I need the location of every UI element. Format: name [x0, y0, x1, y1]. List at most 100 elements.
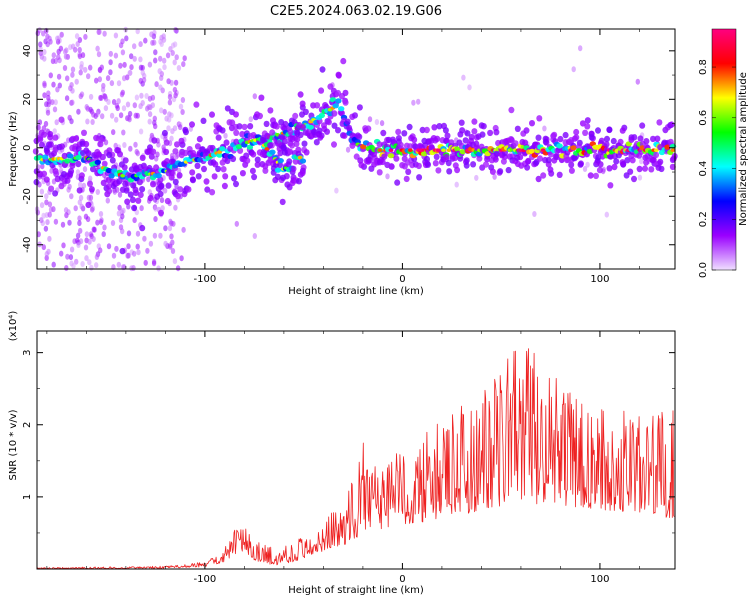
spectrogram-cell	[611, 163, 618, 171]
spectrogram-noise-cell	[118, 62, 123, 69]
spectrogram-cell	[376, 141, 383, 148]
spectrogram-noise-cell	[129, 265, 134, 272]
spectrogram-cell	[443, 153, 450, 161]
spectrogram-cell	[319, 66, 326, 73]
spectrogram-cell	[493, 129, 500, 136]
spectrogram-cell	[106, 151, 113, 159]
spectrogram-cell	[593, 172, 599, 180]
spectrogram-cell	[545, 156, 552, 164]
spectrogram-cell	[537, 155, 543, 162]
spectrogram-cell	[177, 186, 184, 193]
spectrogram-cell	[137, 191, 144, 199]
spectrogram-cell	[174, 141, 180, 148]
spectrogram-cell	[287, 148, 294, 155]
spectrogram-cell	[568, 167, 575, 174]
spectrogram-noise-cell	[91, 236, 96, 242]
spectrogram-noise-cell	[173, 27, 178, 33]
spectrogram-cell	[631, 175, 637, 183]
spectrogram-noise-cell	[85, 118, 90, 125]
spectrogram-cell	[176, 172, 183, 179]
spectrogram-noise-cell	[120, 213, 125, 220]
spectrogram-noise-cell	[122, 61, 127, 68]
spectrogram-noise-cell	[169, 233, 174, 240]
spectrogram-noise-cell	[162, 187, 168, 194]
y-tick-label: -40	[22, 237, 33, 253]
spectrogram-cell	[64, 158, 71, 164]
spectrogram-noise-cell	[95, 189, 101, 195]
spectrogram-noise-cell	[70, 71, 75, 78]
spectrogram-cell	[119, 247, 126, 255]
spectrogram-noise-cell	[367, 116, 373, 123]
spectrogram-cell	[470, 161, 477, 168]
spectrogram-noise-cell	[111, 99, 117, 105]
colorbar-label: Normalized spectral amplitude	[738, 72, 749, 226]
spectrogram-cell	[435, 167, 442, 174]
spectrogram-cell	[344, 118, 351, 125]
spectrogram-cell	[117, 151, 123, 158]
spectrogram-cell	[150, 148, 157, 155]
spectrogram-cell	[431, 124, 438, 131]
spectrogram-cell	[73, 135, 80, 142]
spectrogram-noise-cell	[159, 41, 164, 47]
snr-frame	[36, 330, 676, 570]
spectrogram-cell	[366, 157, 373, 164]
spectrogram-cell	[231, 175, 237, 182]
spectrogram-cell	[317, 134, 324, 141]
snr-x-ticks: -100 0 100	[46, 331, 640, 585]
spectrogram-cell	[335, 98, 342, 104]
spectrogram-cell	[47, 141, 54, 148]
spectrogram-noise-cell	[532, 211, 537, 217]
spectrogram-noise-cell	[128, 145, 133, 152]
spectrogram-noise-cell	[158, 232, 163, 239]
spectrogram-noise-cell	[147, 111, 153, 118]
spectrogram-cell	[224, 105, 231, 112]
spectrogram-noise-cell	[43, 38, 48, 45]
spectrogram-cell	[215, 134, 222, 141]
spectrogram-cell	[258, 94, 265, 101]
spectrogram-noise-cell	[170, 128, 175, 135]
spectrogram-cell	[196, 135, 203, 143]
spectrogram-cell	[463, 157, 470, 164]
spectrogram-noise-cell	[166, 78, 171, 85]
spectrogram-noise-cell	[170, 248, 176, 254]
spectrogram-cell	[193, 101, 200, 108]
spectrogram-x-ticks: -100 0 100	[46, 29, 640, 285]
spectrogram-cell	[525, 158, 531, 165]
spectrogram-cell	[139, 154, 146, 161]
spectrogram-cell	[434, 135, 441, 142]
spectrogram-noise-cell	[162, 64, 167, 71]
spectrogram-cell	[657, 158, 664, 166]
spectrogram-noise-cell	[103, 139, 109, 146]
spectrogram-noise-cell	[70, 99, 75, 106]
spectrogram-cell	[380, 129, 387, 137]
spectrogram-noise-cell	[492, 173, 497, 180]
spectrogram-cell	[200, 117, 207, 125]
spectrogram-noise-cell	[77, 215, 82, 222]
spectrogram-noise-cell	[159, 107, 164, 114]
spectrogram-cell	[239, 131, 246, 138]
spectrogram-noise-cell	[182, 55, 187, 62]
spectrogram-noise-cell	[139, 205, 144, 212]
spectrogram-noise-cell	[111, 129, 116, 136]
spectrogram-cell	[654, 148, 659, 152]
spectrogram-noise-cell	[41, 244, 46, 251]
spectrogram-cell	[292, 112, 299, 120]
spectrogram-cell	[244, 157, 251, 164]
spectrogram-cell	[653, 151, 660, 158]
spectrogram-noise-cell	[120, 49, 126, 56]
spectrogram-noise-cell	[172, 41, 178, 48]
spectrogram-noise-cell	[159, 197, 165, 204]
spectrogram-noise-cell	[124, 35, 129, 42]
spectrogram-cell	[493, 150, 500, 157]
spectrogram-noise-cell	[41, 212, 46, 219]
spectrogram-cell	[41, 131, 48, 138]
spectrogram-noise-cell	[53, 99, 58, 106]
spectrogram-cell	[157, 190, 164, 198]
spectrogram-noise-cell	[95, 219, 100, 226]
spectrogram-cell	[500, 158, 507, 165]
spectrogram-cell	[340, 57, 347, 65]
spectrogram-cell	[277, 158, 284, 164]
spectrogram-cell	[263, 120, 270, 128]
spectrogram-cell	[423, 126, 430, 134]
